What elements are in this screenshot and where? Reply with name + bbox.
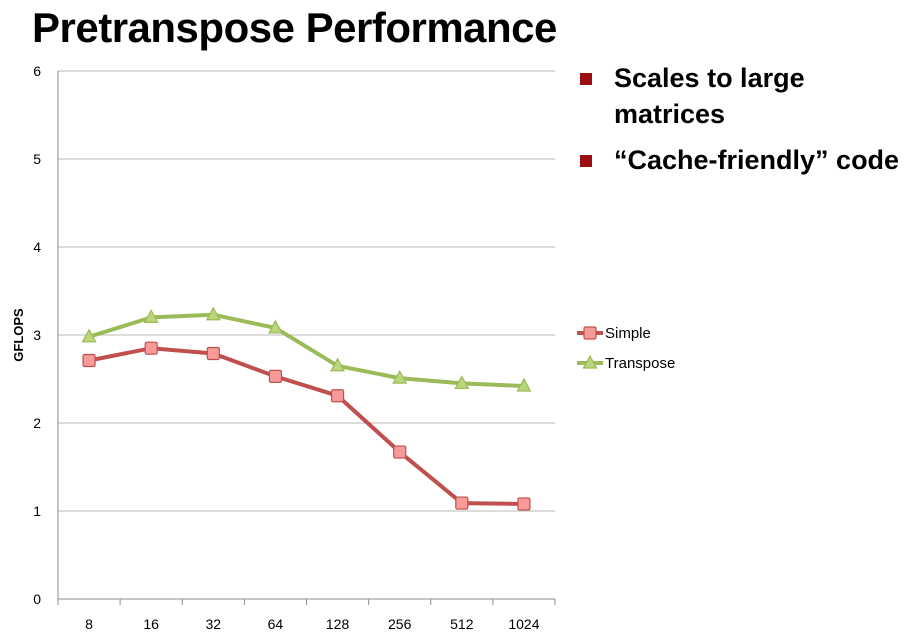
- series-line-simple: [88, 346, 524, 506]
- data-point-transpose: [205, 306, 221, 321]
- data-point-simple: [82, 353, 96, 368]
- x-tick-label: 16: [143, 616, 159, 632]
- data-point-transpose: [330, 357, 346, 372]
- y-tick-label: 1: [33, 503, 41, 519]
- data-point-transpose: [454, 375, 470, 389]
- data-point-simple: [455, 496, 469, 510]
- data-point-simple: [206, 346, 220, 361]
- y-tick-label: 3: [33, 327, 41, 343]
- y-tick-label: 2: [33, 415, 41, 431]
- bullet-item: Scales to large matrices: [578, 60, 908, 132]
- legend: Simple Transpose: [577, 325, 675, 372]
- data-point-transpose: [516, 377, 532, 392]
- data-point-transpose: [143, 309, 159, 323]
- bullet-text: Scales to large matrices: [614, 63, 805, 129]
- y-tick-label: 0: [33, 591, 41, 607]
- y-tick-label: 5: [33, 151, 41, 167]
- gridlines: [58, 70, 555, 512]
- x-tick-label: 8: [85, 616, 93, 632]
- y-tick-label: 4: [33, 239, 41, 255]
- x-tick-label: 64: [268, 616, 284, 632]
- axes: 0 1 2 3 4 5 6 8 16 32 64 128 256 512 1024: [33, 63, 556, 632]
- series-lines: [81, 306, 532, 511]
- legend-marker-simple: [583, 326, 597, 340]
- data-point-transpose: [267, 319, 283, 334]
- data-point-transpose: [392, 369, 408, 384]
- square-bullet-icon: [580, 155, 592, 167]
- bullet-text: “Cache-friendly” code: [614, 145, 900, 175]
- slide-title: Pretranspose Performance: [32, 4, 557, 51]
- data-point-simple: [330, 389, 345, 403]
- y-tick-label: 6: [33, 63, 41, 79]
- data-point-simple: [517, 497, 531, 511]
- data-point-simple: [393, 445, 407, 459]
- bullet-list: Scales to large matrices “Cache-friendly…: [578, 60, 908, 188]
- data-point-simple: [268, 369, 283, 383]
- x-tick-label: 1024: [508, 616, 539, 632]
- legend-label-transpose: Transpose: [605, 355, 675, 372]
- data-point-transpose: [81, 328, 97, 343]
- legend-label-simple: Simple: [605, 325, 651, 342]
- x-tick-label: 128: [326, 616, 350, 632]
- legend-marker-transpose: [582, 354, 598, 369]
- data-point-simple: [144, 341, 158, 355]
- square-bullet-icon: [580, 73, 592, 85]
- x-tick-label: 32: [206, 616, 222, 632]
- bullet-item: “Cache-friendly” code: [578, 142, 908, 178]
- series-line-transpose: [88, 312, 525, 389]
- x-tick-label: 256: [388, 616, 412, 632]
- y-axis-title: GFLOPS: [11, 308, 26, 362]
- x-tick-label: 512: [450, 616, 474, 632]
